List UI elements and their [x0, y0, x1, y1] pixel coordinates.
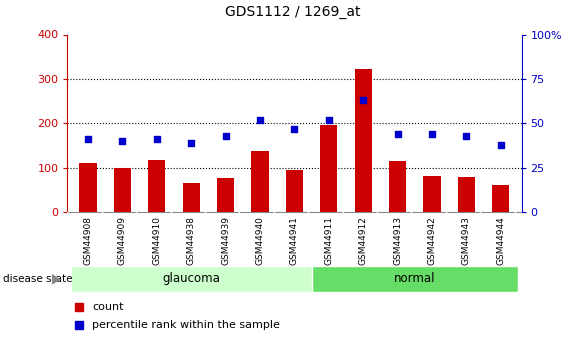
- Point: [74, 322, 83, 327]
- Text: ▶: ▶: [52, 272, 62, 285]
- Bar: [114, 168, 131, 212]
- Text: GSM44940: GSM44940: [255, 216, 264, 265]
- Text: percentile rank within the sample: percentile rank within the sample: [93, 320, 280, 330]
- Point: [74, 304, 83, 309]
- Text: GSM44944: GSM44944: [496, 216, 505, 265]
- Point: [290, 126, 299, 131]
- Bar: [389, 161, 406, 212]
- Bar: [71, 266, 312, 292]
- Bar: [321, 125, 338, 212]
- Bar: [251, 151, 268, 212]
- Point: [427, 131, 437, 137]
- Text: GSM44942: GSM44942: [428, 216, 437, 265]
- Bar: [286, 170, 303, 212]
- Point: [462, 133, 471, 139]
- Bar: [458, 177, 475, 212]
- Point: [83, 137, 93, 142]
- Point: [118, 138, 127, 144]
- Point: [496, 142, 506, 147]
- Bar: [148, 160, 165, 212]
- Text: glaucoma: glaucoma: [162, 272, 220, 285]
- Text: count: count: [93, 302, 124, 312]
- Point: [255, 117, 265, 122]
- Text: GSM44912: GSM44912: [359, 216, 368, 265]
- Bar: [355, 69, 372, 212]
- Text: GSM44938: GSM44938: [187, 216, 196, 265]
- Point: [393, 131, 403, 137]
- Text: GSM44909: GSM44909: [118, 216, 127, 265]
- Point: [324, 117, 333, 122]
- Point: [186, 140, 196, 146]
- Bar: [424, 176, 441, 212]
- Bar: [217, 178, 234, 212]
- Text: GSM44910: GSM44910: [152, 216, 161, 265]
- Bar: [80, 163, 97, 212]
- Text: GSM44943: GSM44943: [462, 216, 471, 265]
- Point: [359, 98, 368, 103]
- Text: GDS1112 / 1269_at: GDS1112 / 1269_at: [225, 5, 361, 19]
- Text: disease state: disease state: [3, 274, 73, 284]
- Text: GSM44908: GSM44908: [84, 216, 93, 265]
- Point: [221, 133, 230, 139]
- Text: GSM44941: GSM44941: [290, 216, 299, 265]
- Text: GSM44911: GSM44911: [325, 216, 333, 265]
- Text: normal: normal: [394, 272, 435, 285]
- Bar: [492, 185, 509, 212]
- Bar: [183, 183, 200, 212]
- Bar: [312, 266, 518, 292]
- Text: GSM44913: GSM44913: [393, 216, 402, 265]
- Point: [152, 137, 162, 142]
- Text: GSM44939: GSM44939: [221, 216, 230, 265]
